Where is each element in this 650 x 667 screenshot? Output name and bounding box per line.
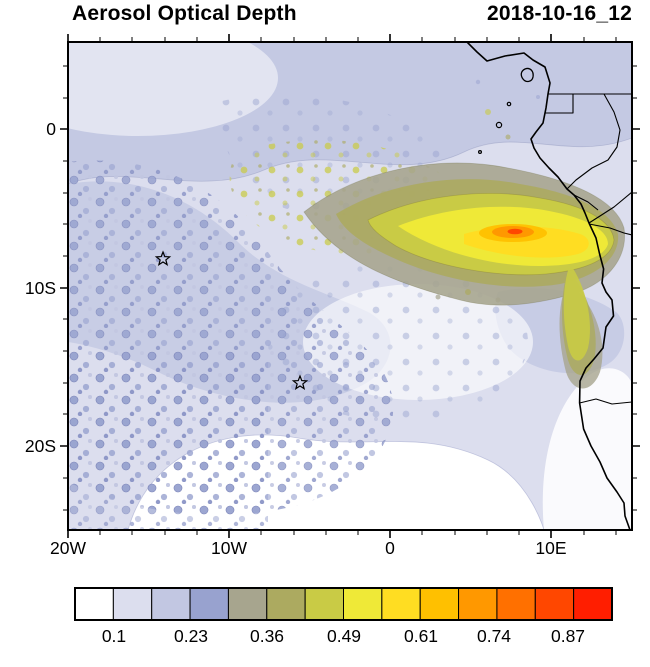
colorbar-cell	[304, 587, 344, 621]
x-tick-label-10e: 10E	[535, 538, 567, 558]
colorbar-cell	[112, 587, 153, 621]
speckle-dot	[536, 95, 540, 99]
colorbar-label-0: 0.1	[101, 626, 127, 646]
border-cabinda	[573, 194, 599, 211]
speckle-dot	[475, 79, 481, 85]
colorbar-cell	[189, 587, 229, 621]
olive-speckle-dot	[465, 289, 471, 295]
star-icon	[291, 374, 309, 391]
border-gabon-congo	[566, 93, 621, 190]
colorbar	[74, 587, 613, 621]
aod-field-map	[68, 42, 632, 530]
border-angola-namibia	[579, 398, 632, 405]
x-tick-label-10w: 10W	[211, 538, 247, 558]
colorbar-cell	[534, 587, 575, 621]
speckle-field-southwest	[68, 352, 268, 530]
plume-red-core	[507, 228, 523, 235]
bioko-island	[520, 67, 534, 83]
colorbar-border	[74, 587, 613, 621]
country-borders	[545, 93, 632, 405]
colorbar-cell	[419, 587, 460, 621]
y-tick-label-10s: 10S	[24, 278, 56, 298]
speckle-field-center	[268, 262, 528, 422]
annobon-island	[478, 149, 483, 154]
sao-tome-island	[495, 121, 503, 129]
x-tick-label-0: 0	[385, 538, 395, 558]
olive-speckle-dot	[435, 294, 441, 300]
star-icon	[154, 250, 172, 267]
x-tick-label-20w: 20W	[50, 538, 86, 558]
timestamp-label: 2018-10-16_12	[486, 2, 632, 25]
border-congo-drc	[588, 191, 632, 224]
axis-major-ticks	[60, 34, 640, 538]
colorbar-cell	[496, 587, 536, 621]
colorbar-cell	[458, 587, 498, 621]
y-tick-label-20s: 20S	[24, 436, 56, 456]
colorbar-label-3: 0.49	[326, 626, 362, 646]
colorbar-cell	[74, 587, 114, 621]
colorbar-cell	[266, 587, 306, 621]
aod-clear-zone-southeast	[542, 368, 632, 530]
colorbar-label-2: 0.36	[249, 626, 285, 646]
plume-yellowgreen-coastal	[563, 264, 590, 361]
colorbar-cell	[381, 587, 421, 621]
olive-speckle-dot	[495, 297, 501, 303]
page-title: Aerosol Optical Depth	[72, 2, 297, 25]
colorbar-label-4: 0.61	[403, 626, 439, 646]
olive-speckle-dot	[505, 134, 511, 140]
border-equatorial-guinea	[545, 94, 574, 114]
border-drc-angola	[588, 223, 632, 236]
colorbar-label-5: 0.74	[476, 626, 512, 646]
y-tick-label-0: 0	[46, 119, 56, 139]
star-marker-2	[291, 374, 309, 391]
colorbar-label-6: 0.87	[550, 626, 586, 646]
colorbar-cell	[151, 587, 191, 621]
yellow-speckle-dot	[485, 109, 491, 115]
plot-frame	[67, 41, 633, 531]
colorbar-label-1: 0.23	[173, 626, 209, 646]
colorbar-cell	[343, 587, 383, 621]
colorbar-cell	[227, 587, 268, 621]
star-marker-1	[154, 250, 172, 267]
principe-island	[506, 101, 512, 107]
colorbar-cell	[573, 587, 613, 621]
axis-minor-ticks	[63, 37, 637, 535]
